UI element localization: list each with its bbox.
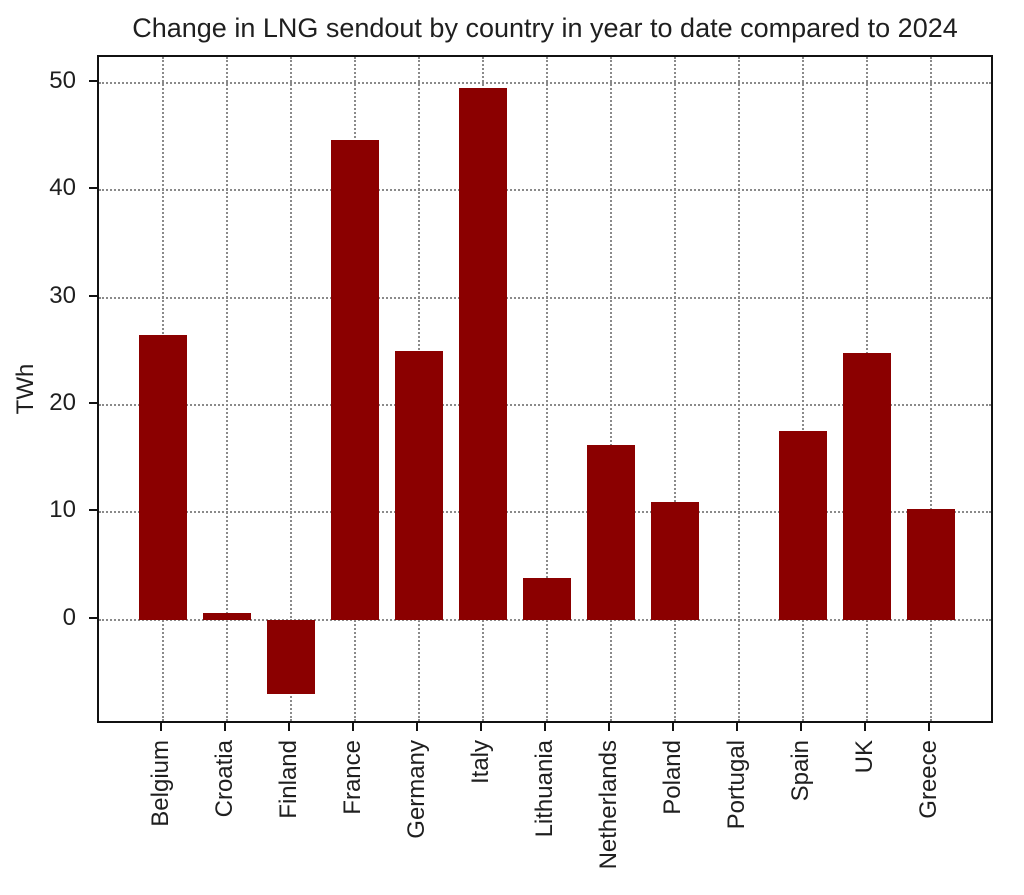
gridline-vertical — [226, 57, 228, 721]
y-tick-label: 30 — [49, 281, 76, 309]
gridline-vertical — [674, 57, 676, 721]
gridline-horizontal — [99, 618, 991, 621]
x-tick-label: France — [339, 740, 367, 815]
bar-lithuania — [523, 577, 571, 620]
y-axis-tick — [89, 616, 97, 619]
gridline-horizontal — [99, 189, 991, 192]
y-axis-tick — [89, 294, 97, 297]
x-axis-tick — [544, 723, 546, 731]
x-axis-tick — [352, 723, 354, 731]
x-tick-label: Poland — [659, 740, 687, 815]
x-axis-tick — [928, 723, 930, 731]
y-tick-label: 10 — [49, 496, 76, 524]
gridline-horizontal — [99, 403, 991, 406]
gridline-vertical — [802, 57, 804, 721]
gridline-horizontal — [99, 511, 991, 514]
bar-germany — [395, 351, 443, 620]
x-tick-label: Italy — [467, 740, 495, 785]
x-tick-label: Croatia — [211, 740, 239, 818]
x-axis-tick — [416, 723, 418, 731]
y-tick-label: 50 — [49, 66, 76, 94]
plot-area — [97, 55, 993, 723]
gridline-vertical — [738, 57, 740, 721]
gridline-vertical — [546, 57, 548, 721]
bar-poland — [651, 501, 699, 620]
y-tick-label: 20 — [49, 388, 76, 416]
bar-finland — [267, 619, 315, 694]
gridline-horizontal — [99, 296, 991, 299]
x-axis-tick — [736, 723, 738, 731]
x-axis-tick — [288, 723, 290, 731]
x-tick-label: Spain — [787, 740, 815, 802]
bar-netherlands — [587, 444, 635, 620]
x-tick-label: UK — [851, 740, 879, 774]
bar-belgium — [139, 335, 187, 620]
x-axis-tick — [160, 723, 162, 731]
x-axis-tick — [224, 723, 226, 731]
y-tick-label: 0 — [62, 603, 76, 631]
y-axis-tick — [89, 509, 97, 512]
gridline-vertical — [610, 57, 612, 721]
y-tick-label: 40 — [49, 174, 76, 202]
bar-france — [331, 139, 379, 620]
bar-croatia — [203, 613, 251, 620]
bar-spain — [779, 430, 827, 620]
x-axis-tick — [480, 723, 482, 731]
x-tick-label: Portugal — [723, 740, 751, 830]
bar-italy — [459, 88, 507, 620]
x-axis-tick — [800, 723, 802, 731]
x-axis-tick — [672, 723, 674, 731]
x-tick-label: Greece — [915, 740, 943, 819]
bar-uk — [843, 353, 891, 620]
x-axis-tick — [864, 723, 866, 731]
y-axis-tick — [89, 401, 97, 404]
gridline-vertical — [290, 57, 292, 721]
x-tick-label: Belgium — [147, 740, 175, 827]
x-tick-label: Germany — [403, 740, 431, 839]
x-tick-label: Finland — [275, 740, 303, 819]
chart-title: Change in LNG sendout by country in year… — [132, 13, 958, 43]
bar-greece — [907, 509, 955, 620]
y-axis-tick — [89, 187, 97, 190]
gridline-vertical — [930, 57, 932, 721]
x-tick-label: Netherlands — [595, 740, 623, 870]
x-axis-tick — [608, 723, 610, 731]
y-axis-tick — [89, 79, 97, 82]
gridline-horizontal — [99, 81, 991, 84]
x-tick-label: Lithuania — [531, 740, 559, 838]
